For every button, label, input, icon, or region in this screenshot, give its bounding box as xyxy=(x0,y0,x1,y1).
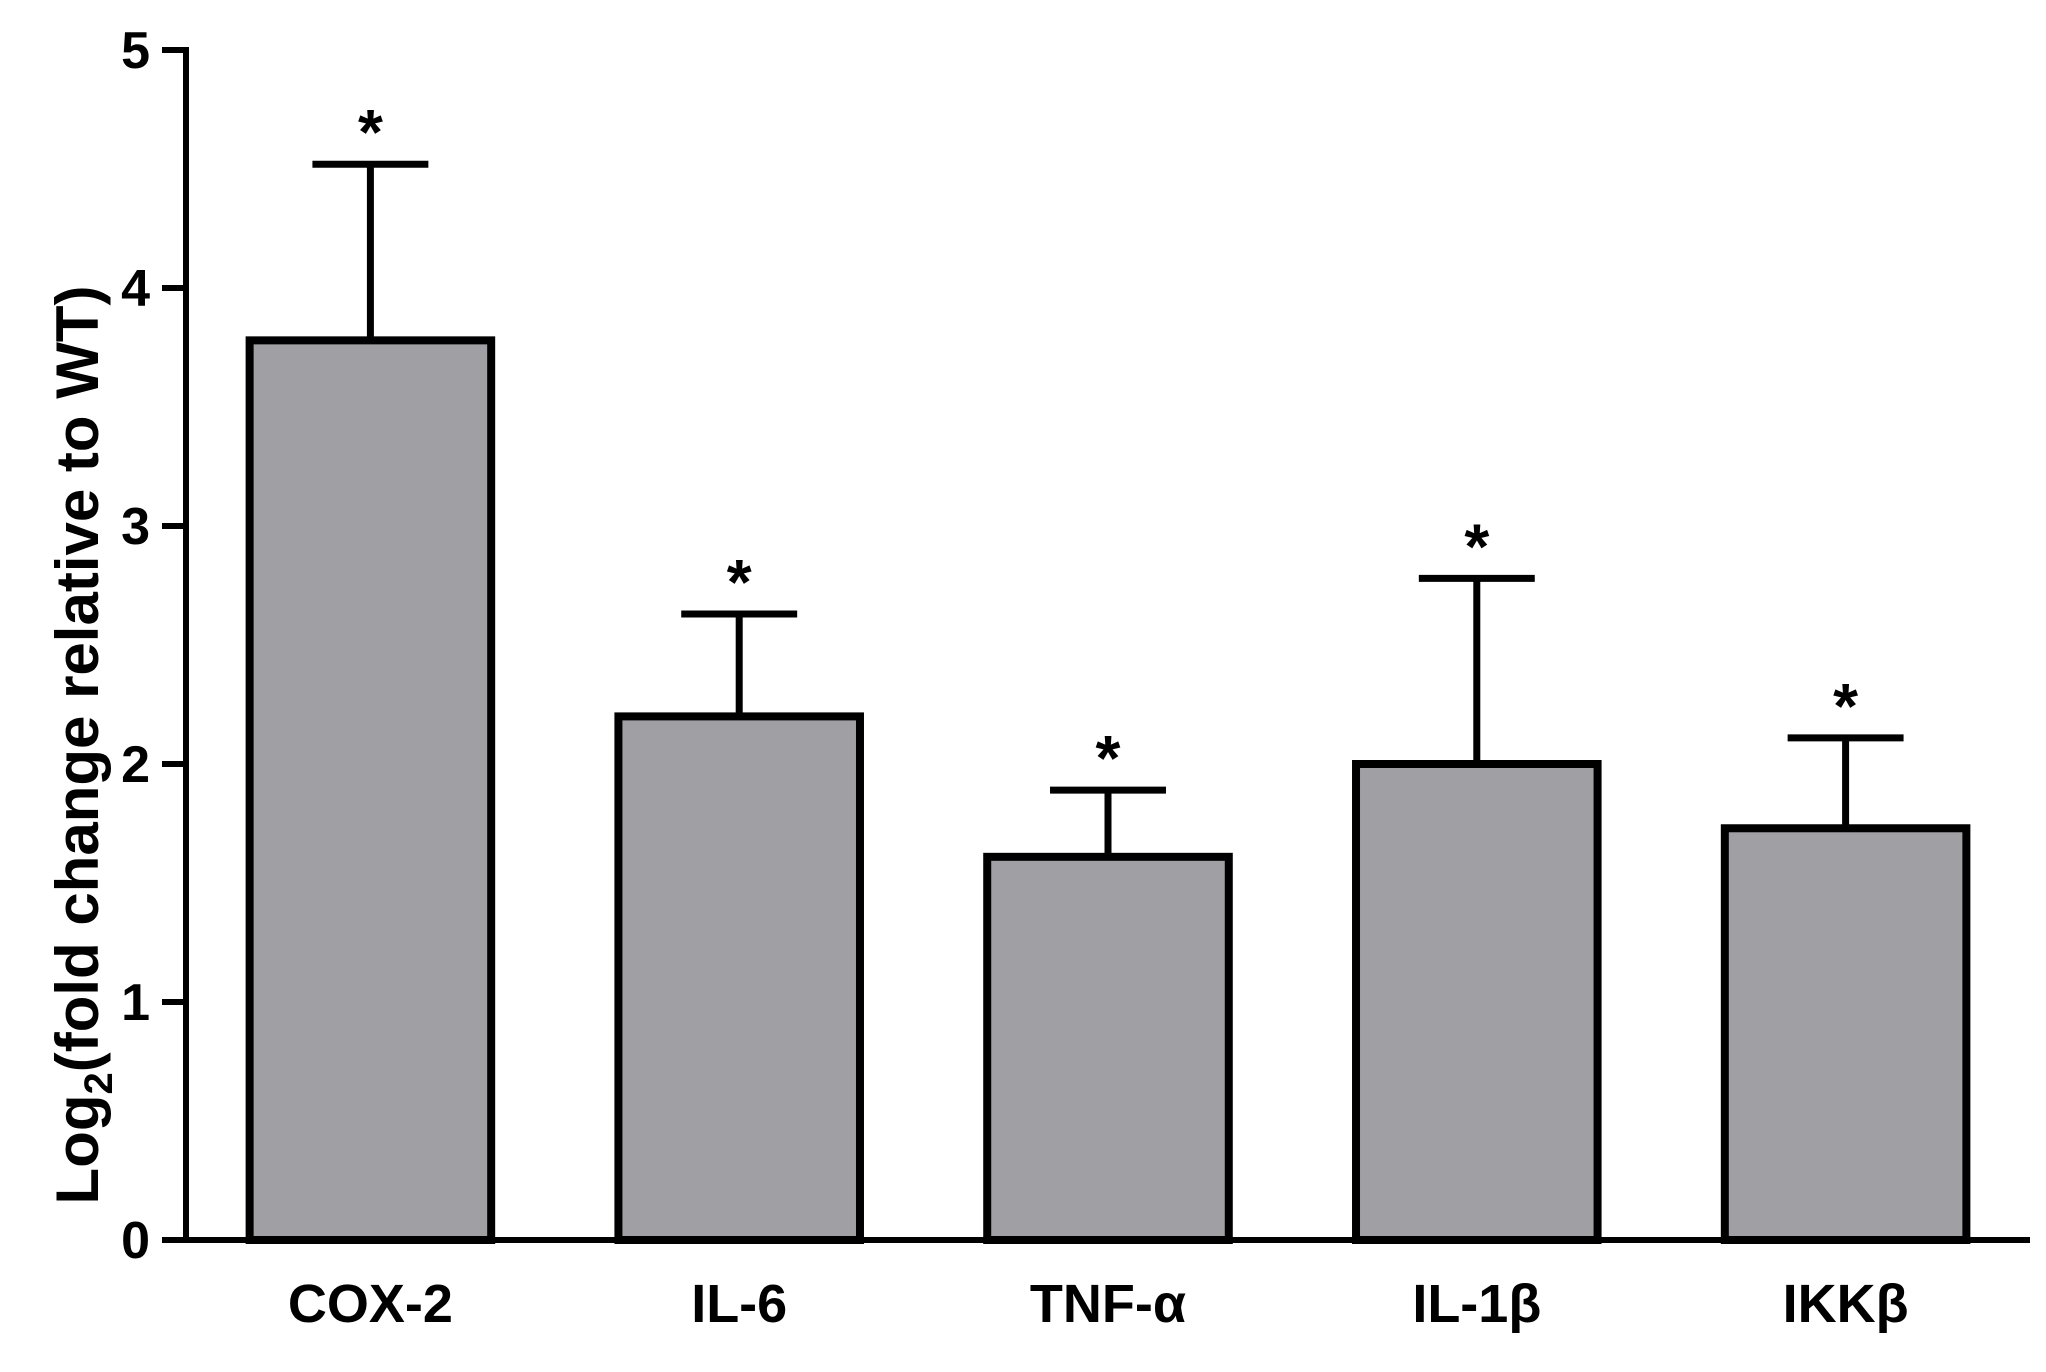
y-axis-label: Log2(fold change relative to WT) xyxy=(44,286,121,1205)
significance-marker: * xyxy=(1833,670,1858,742)
x-axis-labels: COX-2 IL-6 TNF-α IL-1β IKKβ xyxy=(288,1274,1909,1334)
bar xyxy=(245,336,496,1244)
significance-marker: * xyxy=(1096,722,1121,794)
bar xyxy=(1720,824,1971,1244)
y-tick-label: 3 xyxy=(121,498,150,556)
y-axis-label-prefix: Log xyxy=(44,1095,111,1205)
x-tick-label: TNF-α xyxy=(1030,1274,1186,1334)
axes xyxy=(183,47,2030,1243)
y-axis-label-suffix: (fold change relative to WT) xyxy=(44,286,111,1073)
y-tick-label: 0 xyxy=(121,1212,150,1270)
y-tick-label: 5 xyxy=(121,22,150,80)
significance-marker: * xyxy=(1464,510,1489,582)
x-tick-label: COX-2 xyxy=(288,1274,453,1334)
bar xyxy=(614,712,864,1244)
y-tick-label: 4 xyxy=(121,260,150,318)
bar xyxy=(983,852,1233,1244)
y-axis-ticks: 0 1 2 3 4 5 xyxy=(121,22,186,1270)
x-tick-label: IKKβ xyxy=(1783,1274,1909,1334)
y-tick-label: 2 xyxy=(121,736,150,794)
significance-marker: * xyxy=(358,96,383,168)
x-tick-label: IL-6 xyxy=(691,1274,787,1334)
bar xyxy=(1352,760,1602,1244)
significance-marker: * xyxy=(727,546,752,618)
x-tick-label: IL-1β xyxy=(1412,1274,1541,1334)
bars: * * * * * xyxy=(245,96,1971,1244)
svg-text:Log2(fold change relative to W: Log2(fold change relative to WT) xyxy=(44,286,121,1205)
y-axis-label-subscript: 2 xyxy=(77,1072,121,1094)
y-tick-label: 1 xyxy=(121,974,150,1032)
